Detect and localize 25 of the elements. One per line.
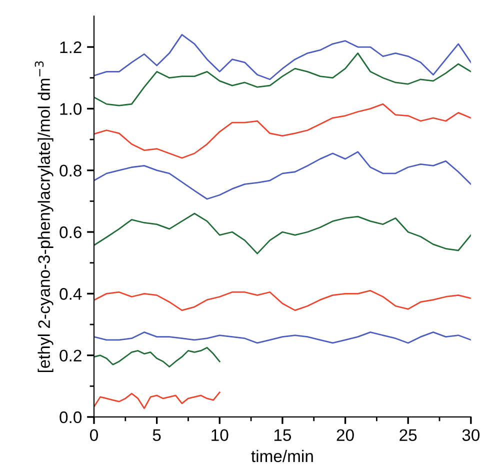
line-series (94, 151, 471, 200)
x-tick-label: 0 (90, 429, 98, 442)
x-tick-label: 30 (462, 429, 480, 442)
y-tick-label: 0.2 (60, 350, 82, 362)
x-axis-title: time/min (251, 450, 313, 462)
line-series (94, 103, 471, 159)
line-series (94, 290, 471, 311)
y-tick-label: 0.0 (60, 411, 82, 424)
line-series (94, 52, 471, 106)
line-series (94, 212, 471, 254)
line-series (94, 34, 471, 80)
x-tick-label: 25 (400, 429, 417, 442)
y-tick-label: 0.8 (60, 164, 82, 177)
y-tick-label: 0.6 (60, 226, 82, 238)
y-axis-title: [ethyl 2-cyano-3-phenylacrylate]/mol dm$^{−3}$ (34, 61, 54, 372)
line-series (94, 332, 471, 344)
x-tick-label: 15 (274, 429, 292, 442)
x-tick-label: 10 (212, 429, 228, 442)
line-series (94, 392, 220, 410)
y-tick-label: 1.2 (60, 41, 82, 54)
y-tick-label: 1.0 (60, 103, 82, 115)
line-series (94, 346, 220, 368)
x-tick-label: 20 (336, 429, 354, 442)
x-tick-label: 5 (152, 429, 161, 442)
y-tick-label: 0.4 (60, 288, 82, 300)
